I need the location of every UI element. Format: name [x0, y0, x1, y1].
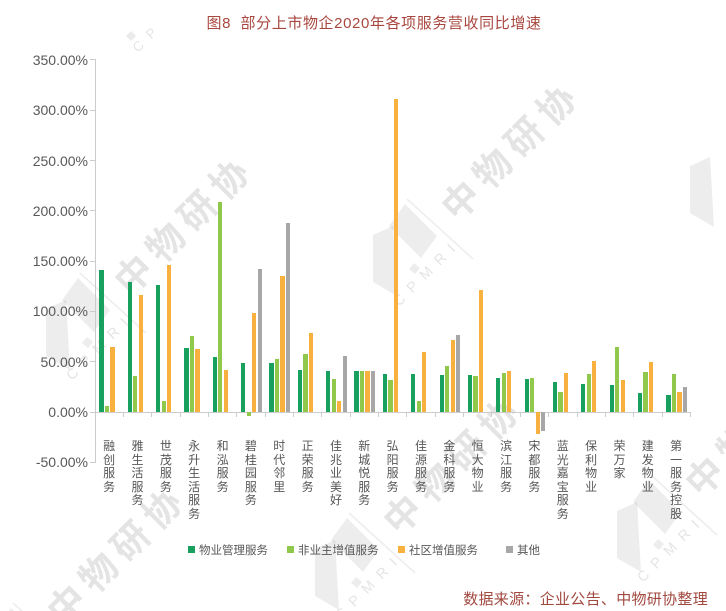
svg-text:中物研协: 中物研协	[678, 348, 726, 504]
svg-text:中物研协: 中物研协	[434, 72, 590, 228]
svg-text:中物研协: 中物研协	[40, 476, 196, 611]
svg-text:中物研协: 中物研协	[107, 146, 263, 302]
